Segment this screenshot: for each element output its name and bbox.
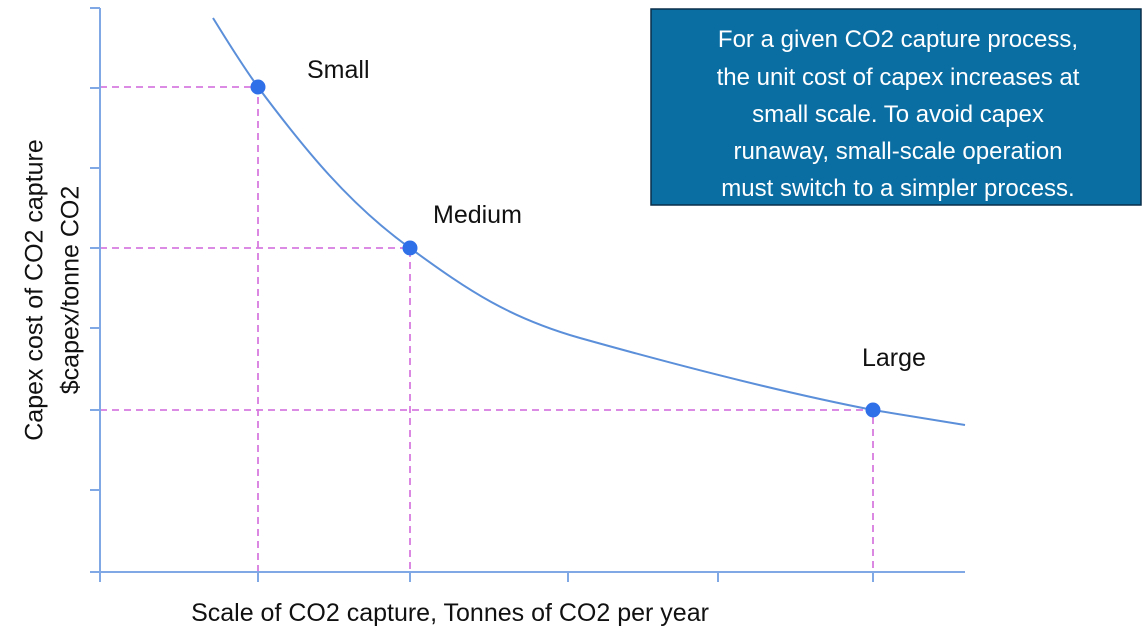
small-point (250, 79, 266, 95)
annotation-line: runaway, small-scale operation (733, 138, 1062, 165)
y-axis-label: $capex/tonne CO2 (57, 186, 85, 394)
point-label: Large (862, 344, 926, 372)
ticks (90, 7, 874, 582)
point-label: Medium (433, 201, 522, 229)
y-axis-label: Capex cost of CO2 capture (21, 139, 49, 441)
medium-point (402, 240, 418, 256)
annotation-line: the unit cost of capex increases at (717, 64, 1080, 91)
annotation-line: For a given CO2 capture process, (718, 26, 1078, 53)
small-guide (100, 86, 259, 572)
axes (90, 7, 965, 582)
large-point (865, 402, 881, 418)
large-guide (100, 409, 874, 572)
x-axis-label: Scale of CO2 capture, Tonnes of CO2 per … (191, 599, 709, 627)
point-label: Small (307, 56, 370, 84)
annotation-box (650, 8, 1142, 206)
annotation-line: must switch to a simpler process. (721, 175, 1074, 202)
annotation-line: small scale. To avoid capex (752, 101, 1044, 128)
medium-guide (100, 247, 411, 572)
